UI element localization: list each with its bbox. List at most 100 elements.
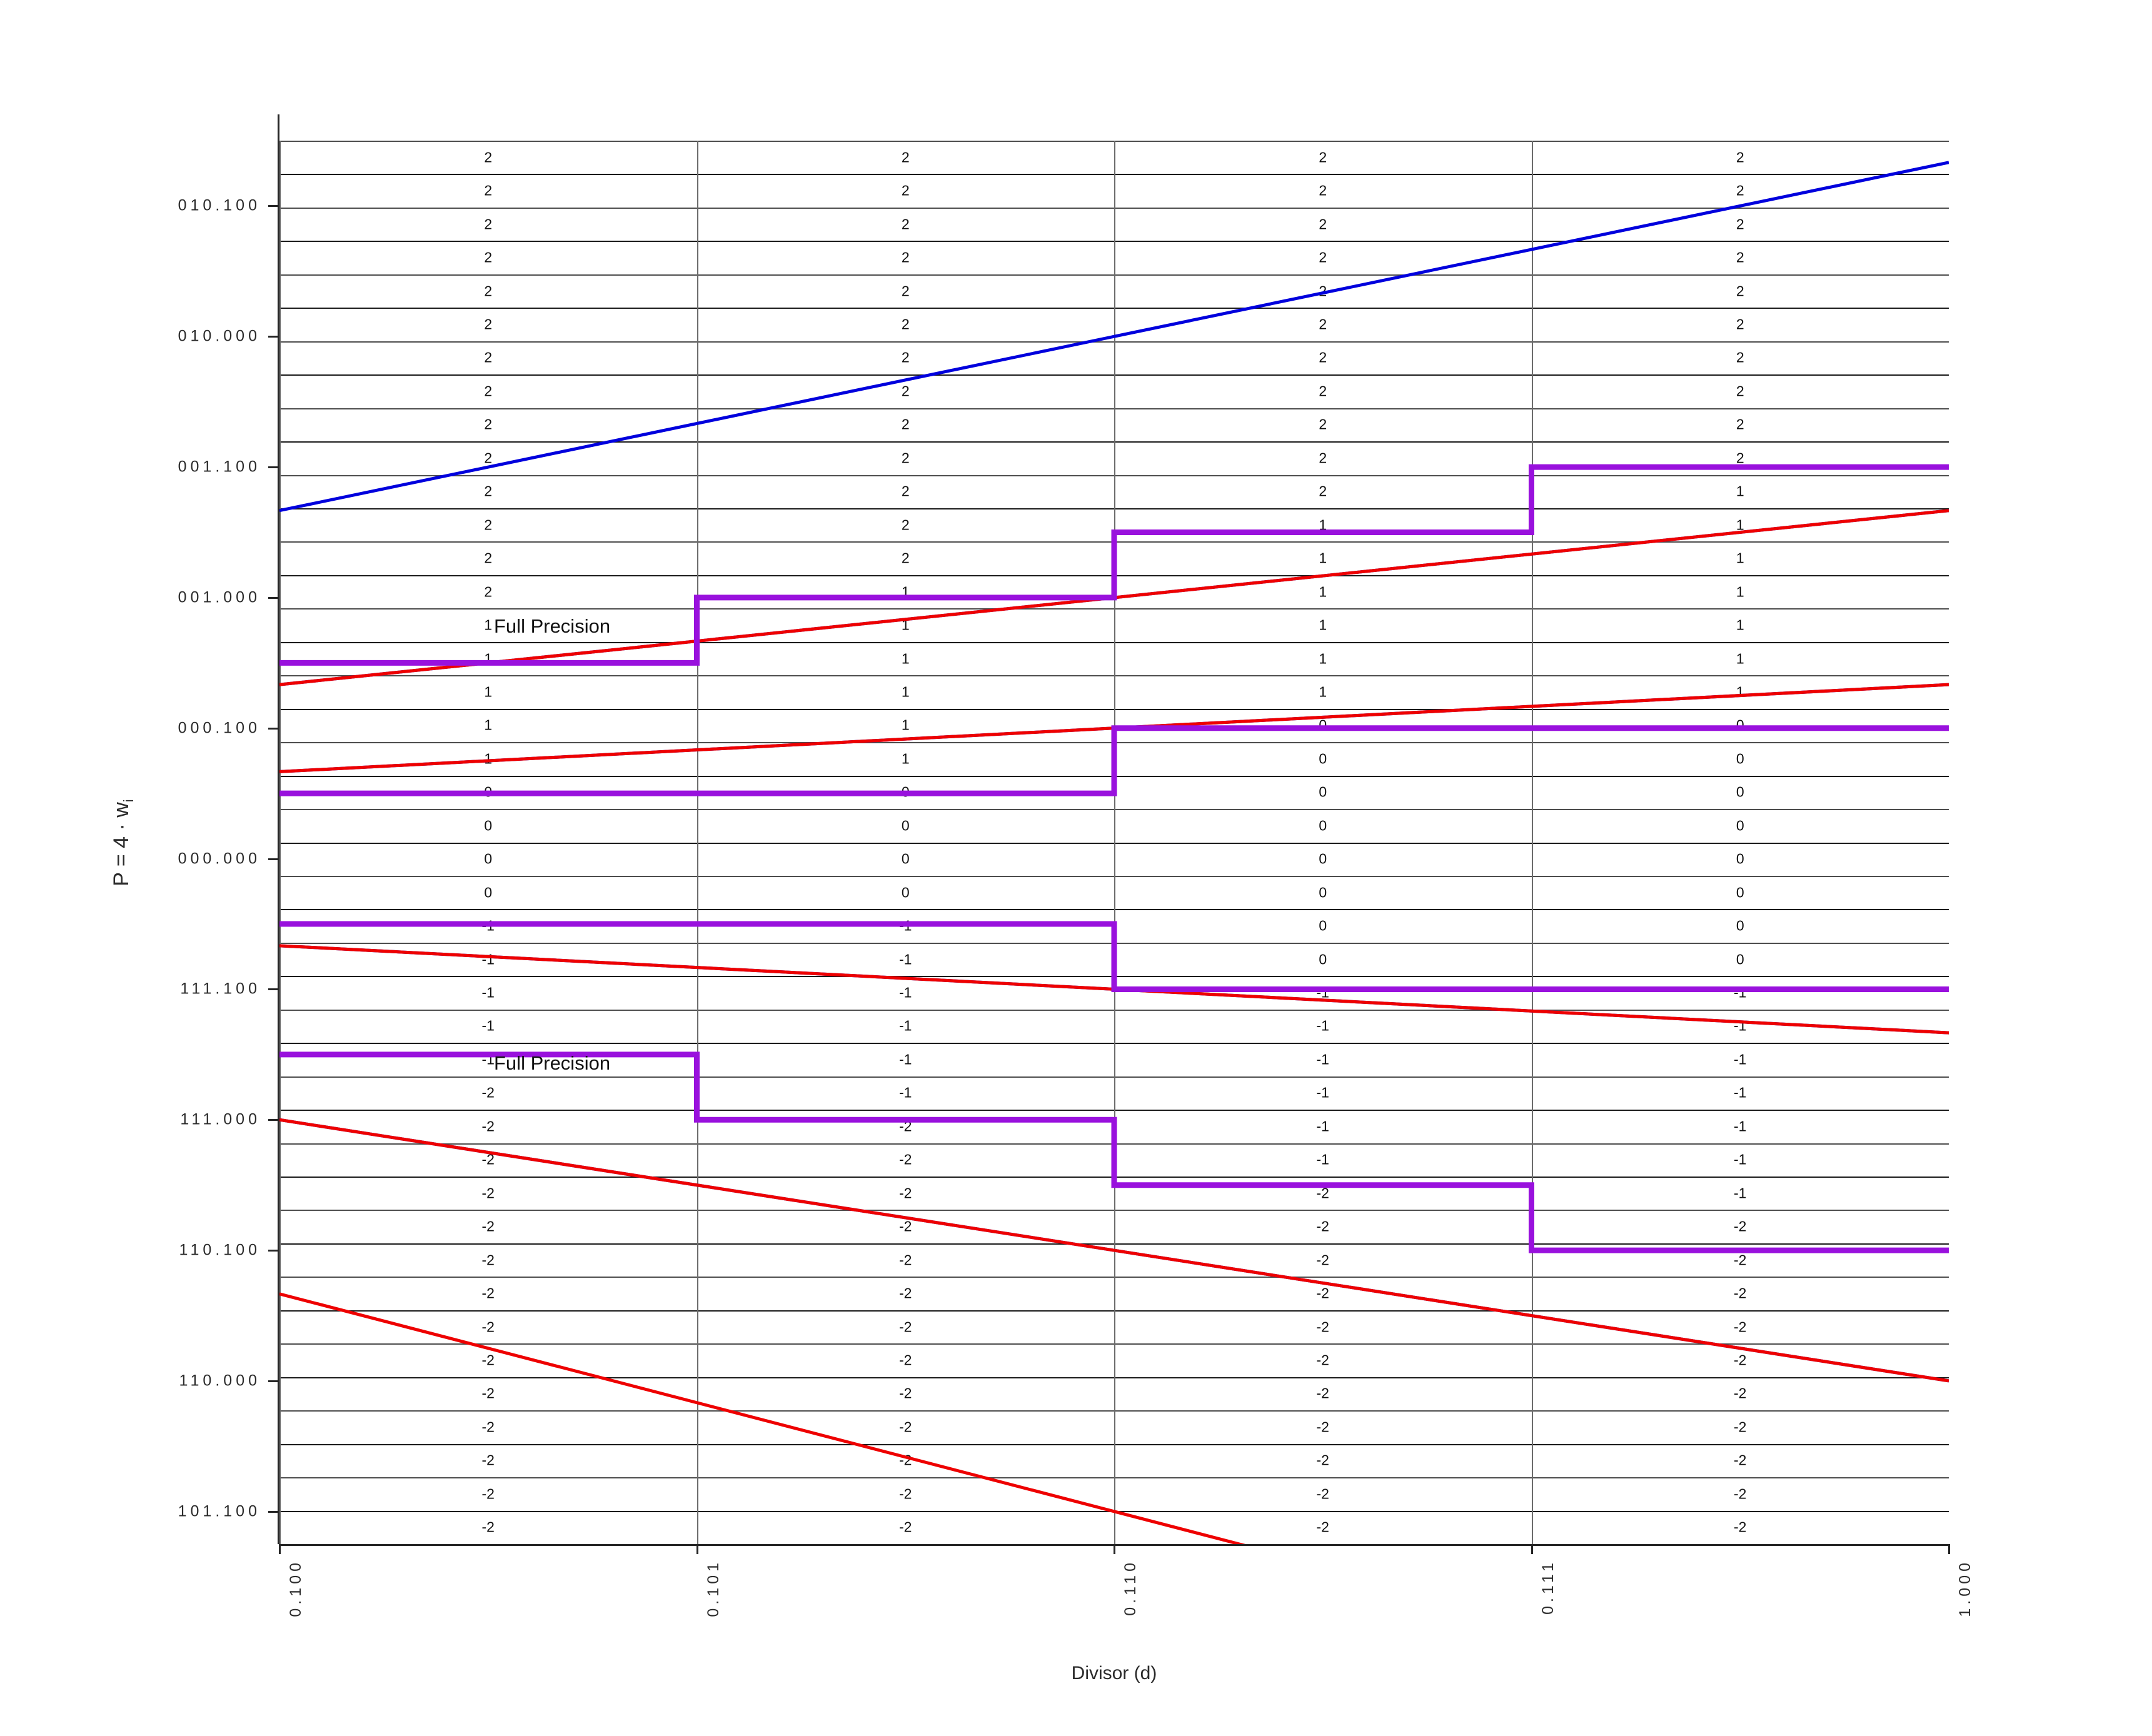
quotient-digit-cell: 1 — [1319, 683, 1327, 700]
quotient-digit-cell: 2 — [1736, 149, 1744, 166]
gridline-vertical — [1114, 141, 1115, 1544]
quotient-digit-cell: 2 — [1319, 149, 1327, 166]
quotient-digit-cell: 2 — [1736, 383, 1744, 399]
y-axis-title-text: P = 4 · w — [109, 801, 133, 886]
y-axis-tick-label: 110.000 — [179, 1372, 261, 1390]
quotient-digit-cell: 2 — [1736, 216, 1744, 233]
quotient-digit-cell: -2 — [1316, 1385, 1329, 1402]
quotient-digit-cell: -2 — [1316, 1352, 1329, 1368]
quotient-digit-cell: 2 — [484, 182, 493, 199]
quotient-digit-cell: -1 — [1734, 1084, 1747, 1101]
quotient-digit-cell: 2 — [901, 316, 910, 333]
quotient-digit-cell: 1 — [484, 750, 493, 767]
quotient-digit-cell: 2 — [484, 583, 493, 600]
x-axis-tick-mark — [1114, 1544, 1115, 1554]
y-axis-line — [278, 114, 279, 1544]
quotient-digit-cell: 2 — [484, 283, 493, 299]
quotient-digit-cell: 2 — [901, 383, 910, 399]
quotient-digit-cell: 2 — [901, 483, 910, 499]
quotient-digit-cell: 1 — [1319, 583, 1327, 600]
quotient-digit-cell: -2 — [1316, 1218, 1329, 1235]
quotient-digit-cell: 0 — [1319, 750, 1327, 767]
quotient-digit-cell: -2 — [481, 1385, 495, 1402]
quotient-digit-cell: -1 — [899, 1084, 912, 1101]
quotient-digit-cell: 0 — [1319, 817, 1327, 834]
quotient-digit-cell: 0 — [1319, 917, 1327, 934]
quotient-digit-cell: 0 — [1319, 850, 1327, 867]
y-axis-tick-mark — [268, 858, 279, 860]
quotient-digit-cell: -2 — [899, 1252, 912, 1268]
quotient-digit-cell: 2 — [1319, 249, 1327, 266]
quotient-digit-cell: 1 — [901, 683, 910, 700]
y-axis-tick-label: 010.100 — [178, 196, 261, 214]
quotient-digit-cell: -2 — [481, 1118, 495, 1135]
quotient-digit-cell: 2 — [901, 249, 910, 266]
y-axis-tick-mark — [268, 336, 279, 338]
y-axis-tick-label: 111.000 — [180, 1110, 261, 1128]
quotient-digit-cell: -2 — [899, 1352, 912, 1368]
y-axis-tick-mark — [268, 205, 279, 208]
quotient-digit-cell: 2 — [1736, 182, 1744, 199]
x-axis-tick-mark — [1948, 1544, 1950, 1554]
quotient-digit-cell: -2 — [899, 1218, 912, 1235]
quotient-digit-cell: -2 — [899, 1318, 912, 1335]
quotient-digit-cell: 1 — [1736, 516, 1744, 533]
y-axis-tick-label: 101.100 — [178, 1502, 261, 1520]
y-axis-tick-mark — [268, 1380, 279, 1382]
selection-boundary-staircase — [279, 1051, 1949, 1253]
y-axis-tick-label: 001.100 — [178, 458, 261, 476]
quotient-digit-cell: 2 — [484, 483, 493, 499]
x-axis-tick-mark — [696, 1544, 698, 1554]
quotient-digit-cell: 2 — [484, 316, 493, 333]
quotient-digit-cell: 2 — [901, 349, 910, 366]
quotient-digit-cell: 2 — [484, 516, 493, 533]
quotient-digit-cell: 2 — [484, 383, 493, 399]
quotient-digit-cell: 2 — [1736, 349, 1744, 366]
quotient-digit-cell: -2 — [899, 1185, 912, 1202]
quotient-digit-cell: 2 — [1736, 249, 1744, 266]
quotient-digit-cell: 0 — [1319, 884, 1327, 901]
y-axis-tick-mark — [268, 1119, 279, 1121]
quotient-digit-cell: -2 — [1734, 1285, 1747, 1302]
quotient-digit-cell: -2 — [481, 1452, 495, 1468]
quotient-digit-cell: 0 — [1736, 817, 1744, 834]
quotient-digit-cell: -2 — [1316, 1518, 1329, 1535]
quotient-digit-cell: -2 — [1316, 1418, 1329, 1435]
quotient-digit-cell: -2 — [1734, 1385, 1747, 1402]
quotient-digit-cell: -1 — [1734, 1151, 1747, 1168]
quotient-digit-cell: 2 — [1319, 449, 1327, 466]
quotient-digit-cell: -1 — [1316, 1118, 1329, 1135]
quotient-digit-cell: 2 — [1319, 383, 1327, 399]
quotient-digit-cell: -1 — [1734, 1051, 1747, 1068]
x-axis-tick-mark — [1531, 1544, 1533, 1554]
quotient-digit-cell: -2 — [1734, 1518, 1747, 1535]
y-axis-tick-label: 110.100 — [179, 1241, 261, 1259]
quotient-digit-cell: 2 — [1319, 349, 1327, 366]
quotient-digit-cell: 0 — [1736, 951, 1744, 968]
quotient-digit-cell: 0 — [901, 817, 910, 834]
quotient-digit-cell: -2 — [481, 1185, 495, 1202]
quotient-digit-cell: -2 — [1316, 1318, 1329, 1335]
quotient-digit-cell: -2 — [481, 1518, 495, 1535]
quotient-digit-cell: -2 — [481, 1352, 495, 1368]
selection-boundary-staircase — [279, 725, 1949, 796]
gridline-vertical — [279, 141, 281, 1544]
quotient-digit-cell: -2 — [1734, 1352, 1747, 1368]
x-axis-tick-mark — [279, 1544, 281, 1554]
quotient-digit-cell: 2 — [901, 449, 910, 466]
x-axis-tick-label: 0.111 — [1539, 1559, 1557, 1615]
quotient-digit-cell: 2 — [484, 216, 493, 233]
quotient-digit-cell: -1 — [899, 1017, 912, 1034]
quotient-digit-cell: -2 — [1734, 1318, 1747, 1335]
y-axis-tick-label: 000.100 — [178, 719, 261, 737]
quotient-digit-cell: 1 — [1736, 549, 1744, 566]
quotient-digit-cell: -1 — [1734, 1185, 1747, 1202]
y-axis-tick-label: 000.000 — [178, 850, 261, 868]
quotient-digit-cell: 1 — [1736, 483, 1744, 499]
quotient-digit-cell: 2 — [901, 149, 910, 166]
quotient-digit-cell: 2 — [1319, 316, 1327, 333]
quotient-digit-cell: -2 — [1734, 1218, 1747, 1235]
quotient-digit-cell: 0 — [1319, 783, 1327, 800]
quotient-digit-cell: -1 — [1316, 1017, 1329, 1034]
